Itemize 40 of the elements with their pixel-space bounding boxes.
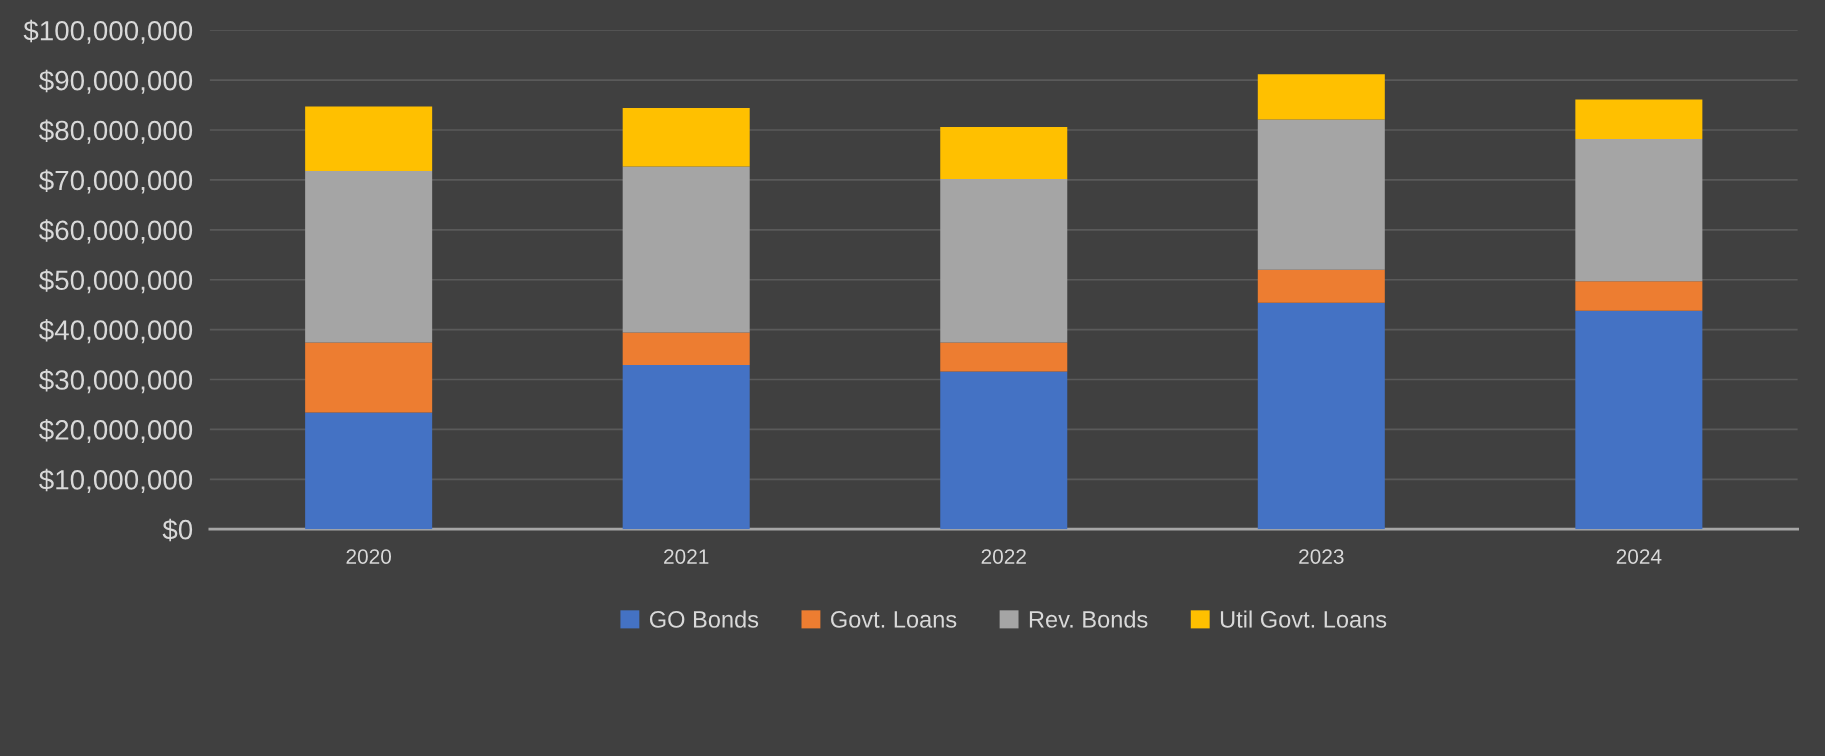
bar [1575, 310, 1703, 530]
legend-label: Util Govt. Loans [1220, 610, 1387, 628]
x-tick-label: 2020 [346, 549, 392, 564]
bar [1257, 269, 1385, 303]
bar [622, 365, 750, 530]
bar [622, 166, 750, 333]
bar [305, 106, 433, 171]
bar [305, 170, 433, 343]
legend-label: Rev. Bonds [1029, 610, 1148, 628]
y-tick-label: $80,000,000 [39, 119, 193, 144]
y-tick-label: $90,000,000 [39, 69, 193, 94]
y-tick-label: $70,000,000 [39, 169, 193, 194]
x-tick-label: 2022 [981, 549, 1026, 564]
bar [940, 127, 1068, 179]
bar [1257, 74, 1385, 120]
y-tick-label: $10,000,000 [39, 468, 193, 493]
y-tick-label: $50,000,000 [39, 269, 193, 294]
y-tick-label: $60,000,000 [39, 219, 193, 244]
bar [622, 332, 750, 366]
x-tick-label: 2021 [664, 549, 709, 564]
bar [1575, 281, 1703, 311]
legend-label: GO Bonds [649, 610, 759, 628]
x-tick-label: 2023 [1299, 549, 1344, 564]
y-tick-label: $20,000,000 [39, 418, 193, 444]
y-tick-label: $30,000,000 [39, 369, 193, 394]
bar [940, 342, 1068, 372]
x-tick-label: 2024 [1616, 549, 1662, 564]
bar [622, 108, 750, 167]
bar [305, 412, 433, 530]
y-tick-label: $40,000,000 [39, 319, 193, 344]
bar [940, 178, 1068, 343]
bar [940, 371, 1068, 530]
bar [305, 342, 433, 413]
y-tick-label: $0 [162, 518, 193, 542]
y-tick-label: $100,000,000 [23, 19, 193, 44]
bar [1257, 119, 1385, 270]
bar [1575, 99, 1703, 140]
legend-label: Govt. Loans [831, 611, 957, 628]
bar [1575, 139, 1703, 282]
bar [1257, 302, 1385, 530]
